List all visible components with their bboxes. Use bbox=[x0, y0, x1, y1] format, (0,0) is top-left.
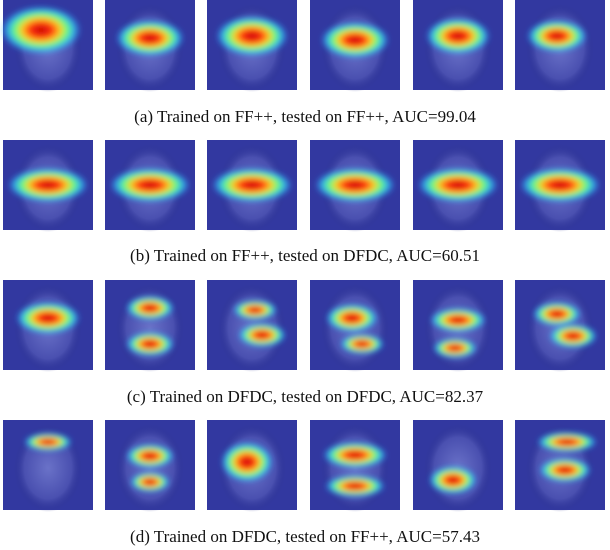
heat-blob bbox=[315, 168, 395, 202]
heat-blob bbox=[233, 300, 277, 320]
heat-blob bbox=[429, 466, 477, 494]
heatmap-image bbox=[310, 280, 400, 372]
heat-blob bbox=[221, 442, 273, 482]
heatmap-image bbox=[105, 140, 195, 232]
heat-blob bbox=[325, 475, 385, 497]
heatmap-image bbox=[1, 0, 93, 92]
heatmap-image bbox=[515, 140, 605, 232]
heat-blob bbox=[418, 168, 498, 202]
heatmap-image bbox=[413, 140, 503, 232]
heat-blob bbox=[533, 302, 581, 326]
heat-blob bbox=[537, 432, 597, 452]
heatmap-image bbox=[207, 0, 297, 92]
heat-blob bbox=[126, 444, 174, 468]
heat-blob bbox=[326, 304, 378, 332]
heatmap-image bbox=[413, 280, 503, 372]
heat-blob bbox=[527, 20, 587, 52]
heatmap-image bbox=[3, 420, 93, 512]
heat-blob bbox=[340, 334, 384, 354]
heat-blob bbox=[426, 18, 490, 54]
heat-blob bbox=[212, 168, 292, 202]
heat-blob bbox=[323, 442, 387, 468]
heat-blob bbox=[549, 324, 597, 348]
heat-blob bbox=[216, 16, 288, 56]
heat-blob bbox=[238, 323, 286, 347]
heat-blob bbox=[110, 168, 190, 202]
heat-blob bbox=[126, 296, 174, 320]
heat-blob bbox=[539, 458, 591, 482]
heatmap-image bbox=[3, 280, 93, 372]
heatmap-image bbox=[515, 280, 605, 372]
heatmap-image bbox=[3, 140, 93, 232]
heatmap-image bbox=[515, 0, 605, 92]
heat-blob bbox=[130, 472, 170, 492]
heat-blob bbox=[8, 168, 88, 202]
heatmap-image bbox=[105, 0, 195, 92]
heat-blob bbox=[16, 302, 80, 334]
heatmap-image bbox=[310, 420, 400, 512]
caption: (a) Trained on FF++, tested on FF++, AUC… bbox=[134, 107, 476, 126]
heatmap-image bbox=[207, 280, 297, 372]
heat-blob bbox=[520, 168, 600, 202]
heat-blob bbox=[24, 433, 72, 451]
caption: (b) Trained on FF++, tested on DFDC, AUC… bbox=[130, 246, 480, 265]
heatmap-image bbox=[207, 420, 297, 512]
heatmap-image bbox=[413, 0, 503, 92]
heat-blob bbox=[116, 20, 184, 56]
heat-blob bbox=[126, 332, 174, 356]
heatmap-image bbox=[105, 420, 195, 512]
heatmap-image bbox=[310, 0, 400, 92]
caption: (c) Trained on DFDC, tested on DFDC, AUC… bbox=[127, 387, 484, 406]
heatmap-image bbox=[413, 420, 503, 512]
heat-blob bbox=[433, 338, 477, 358]
heat-blob bbox=[321, 22, 389, 58]
heatmap-image bbox=[207, 140, 297, 232]
heat-blob bbox=[430, 308, 486, 332]
caption: (d) Trained on DFDC, tested on FF++, AUC… bbox=[130, 527, 480, 546]
heat-blob bbox=[1, 6, 81, 54]
heatmap-image bbox=[310, 140, 400, 232]
heatmap-image bbox=[105, 280, 195, 372]
heatmap-image bbox=[515, 420, 605, 512]
